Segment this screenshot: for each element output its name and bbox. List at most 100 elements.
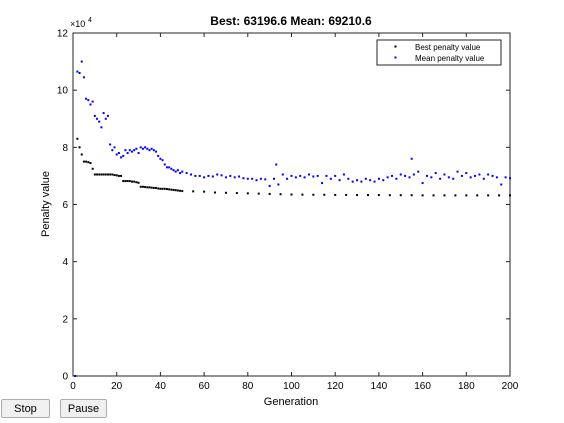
best-point (85, 160, 88, 163)
best-point (203, 190, 206, 193)
mean-point (102, 112, 105, 115)
mean-point (382, 179, 385, 182)
best-point (172, 188, 175, 191)
best-point (128, 180, 131, 183)
mean-point (157, 154, 160, 157)
best-point (98, 173, 101, 176)
mean-point (338, 179, 341, 182)
mean-point (78, 72, 81, 75)
mean-point (391, 174, 394, 177)
best-point (135, 181, 138, 184)
mean-point (152, 149, 155, 152)
best-point (290, 193, 293, 196)
mean-point (224, 176, 227, 179)
best-point (111, 173, 114, 176)
mean-point (165, 166, 168, 169)
mean-point (273, 177, 276, 180)
best-point (432, 194, 435, 197)
legend: Best penalty value Mean penalty value (376, 39, 502, 66)
best-point (257, 192, 260, 195)
mean-point (113, 146, 116, 149)
best-point (345, 193, 348, 196)
mean-point (172, 169, 175, 172)
best-point (454, 194, 457, 197)
mean-point (487, 173, 490, 176)
mean-point (447, 176, 450, 179)
best-point (82, 160, 85, 163)
best-point (141, 185, 144, 188)
mean-point (189, 173, 192, 176)
best-point (421, 194, 424, 197)
mean-point (478, 173, 481, 176)
best-point (388, 194, 391, 197)
best-point (509, 194, 511, 197)
mean-point (410, 157, 413, 160)
y-exponent-power: 4 (88, 17, 92, 24)
best-point (104, 173, 107, 176)
legend-marker-mean (394, 56, 397, 59)
best-point (157, 187, 160, 190)
mean-point (412, 173, 415, 176)
mean-point (211, 175, 214, 178)
mean-point (155, 150, 158, 153)
mean-point (495, 176, 498, 179)
best-point (102, 173, 105, 176)
y-tick-label: 8 (62, 143, 68, 154)
mean-point (109, 143, 112, 146)
best-point (96, 173, 99, 176)
best-point (89, 162, 92, 165)
x-tick-label: 140 (371, 381, 388, 392)
mean-point (87, 99, 90, 102)
mean-point (268, 184, 271, 187)
best-point (109, 173, 112, 176)
mean-point (170, 167, 173, 170)
x-tick-label: 180 (458, 381, 475, 392)
mean-point (491, 174, 494, 177)
mean-point (89, 103, 92, 106)
mean-point (425, 174, 428, 177)
best-point (498, 194, 501, 197)
mean-point (133, 149, 136, 152)
best-point (80, 153, 83, 156)
mean-point (334, 174, 337, 177)
mean-point (139, 146, 142, 149)
best-point (235, 192, 238, 195)
best-point (133, 180, 136, 183)
x-tick-label: 100 (283, 381, 300, 392)
best-point (148, 186, 151, 189)
mean-point (439, 177, 442, 180)
y-tick-label: 2 (62, 314, 68, 325)
chart-title: Best: 63196.6 Mean: 69210.6 (210, 14, 372, 28)
best-point (246, 192, 249, 195)
stop-button[interactable]: Stop (1, 399, 50, 418)
x-tick-label: 80 (242, 381, 254, 392)
mean-point (220, 174, 223, 177)
mean-point (179, 172, 182, 175)
best-point (100, 173, 103, 176)
pause-button[interactable]: Pause (60, 399, 107, 418)
y-exponent-base: ×10 (70, 19, 85, 29)
mean-point (150, 147, 153, 150)
best-point (279, 193, 282, 196)
best-point (93, 173, 96, 176)
mean-point (194, 174, 197, 177)
mean-point (111, 149, 114, 152)
y-axis: 0 2 4 6 8 10 12 (57, 29, 510, 383)
mean-point (82, 76, 85, 79)
mean-point (264, 178, 267, 181)
mean-point (80, 60, 83, 63)
mean-point (207, 174, 210, 177)
best-point (214, 191, 217, 194)
series-best (74, 137, 511, 377)
best-point (487, 194, 490, 197)
best-point (165, 188, 168, 191)
mean-point (347, 177, 350, 180)
mean-point (303, 176, 306, 179)
mean-point (159, 157, 162, 160)
mean-point (124, 149, 127, 152)
mean-point (474, 174, 477, 177)
x-tick-label: 200 (502, 381, 519, 392)
mean-point (443, 173, 446, 176)
best-point (168, 188, 171, 191)
